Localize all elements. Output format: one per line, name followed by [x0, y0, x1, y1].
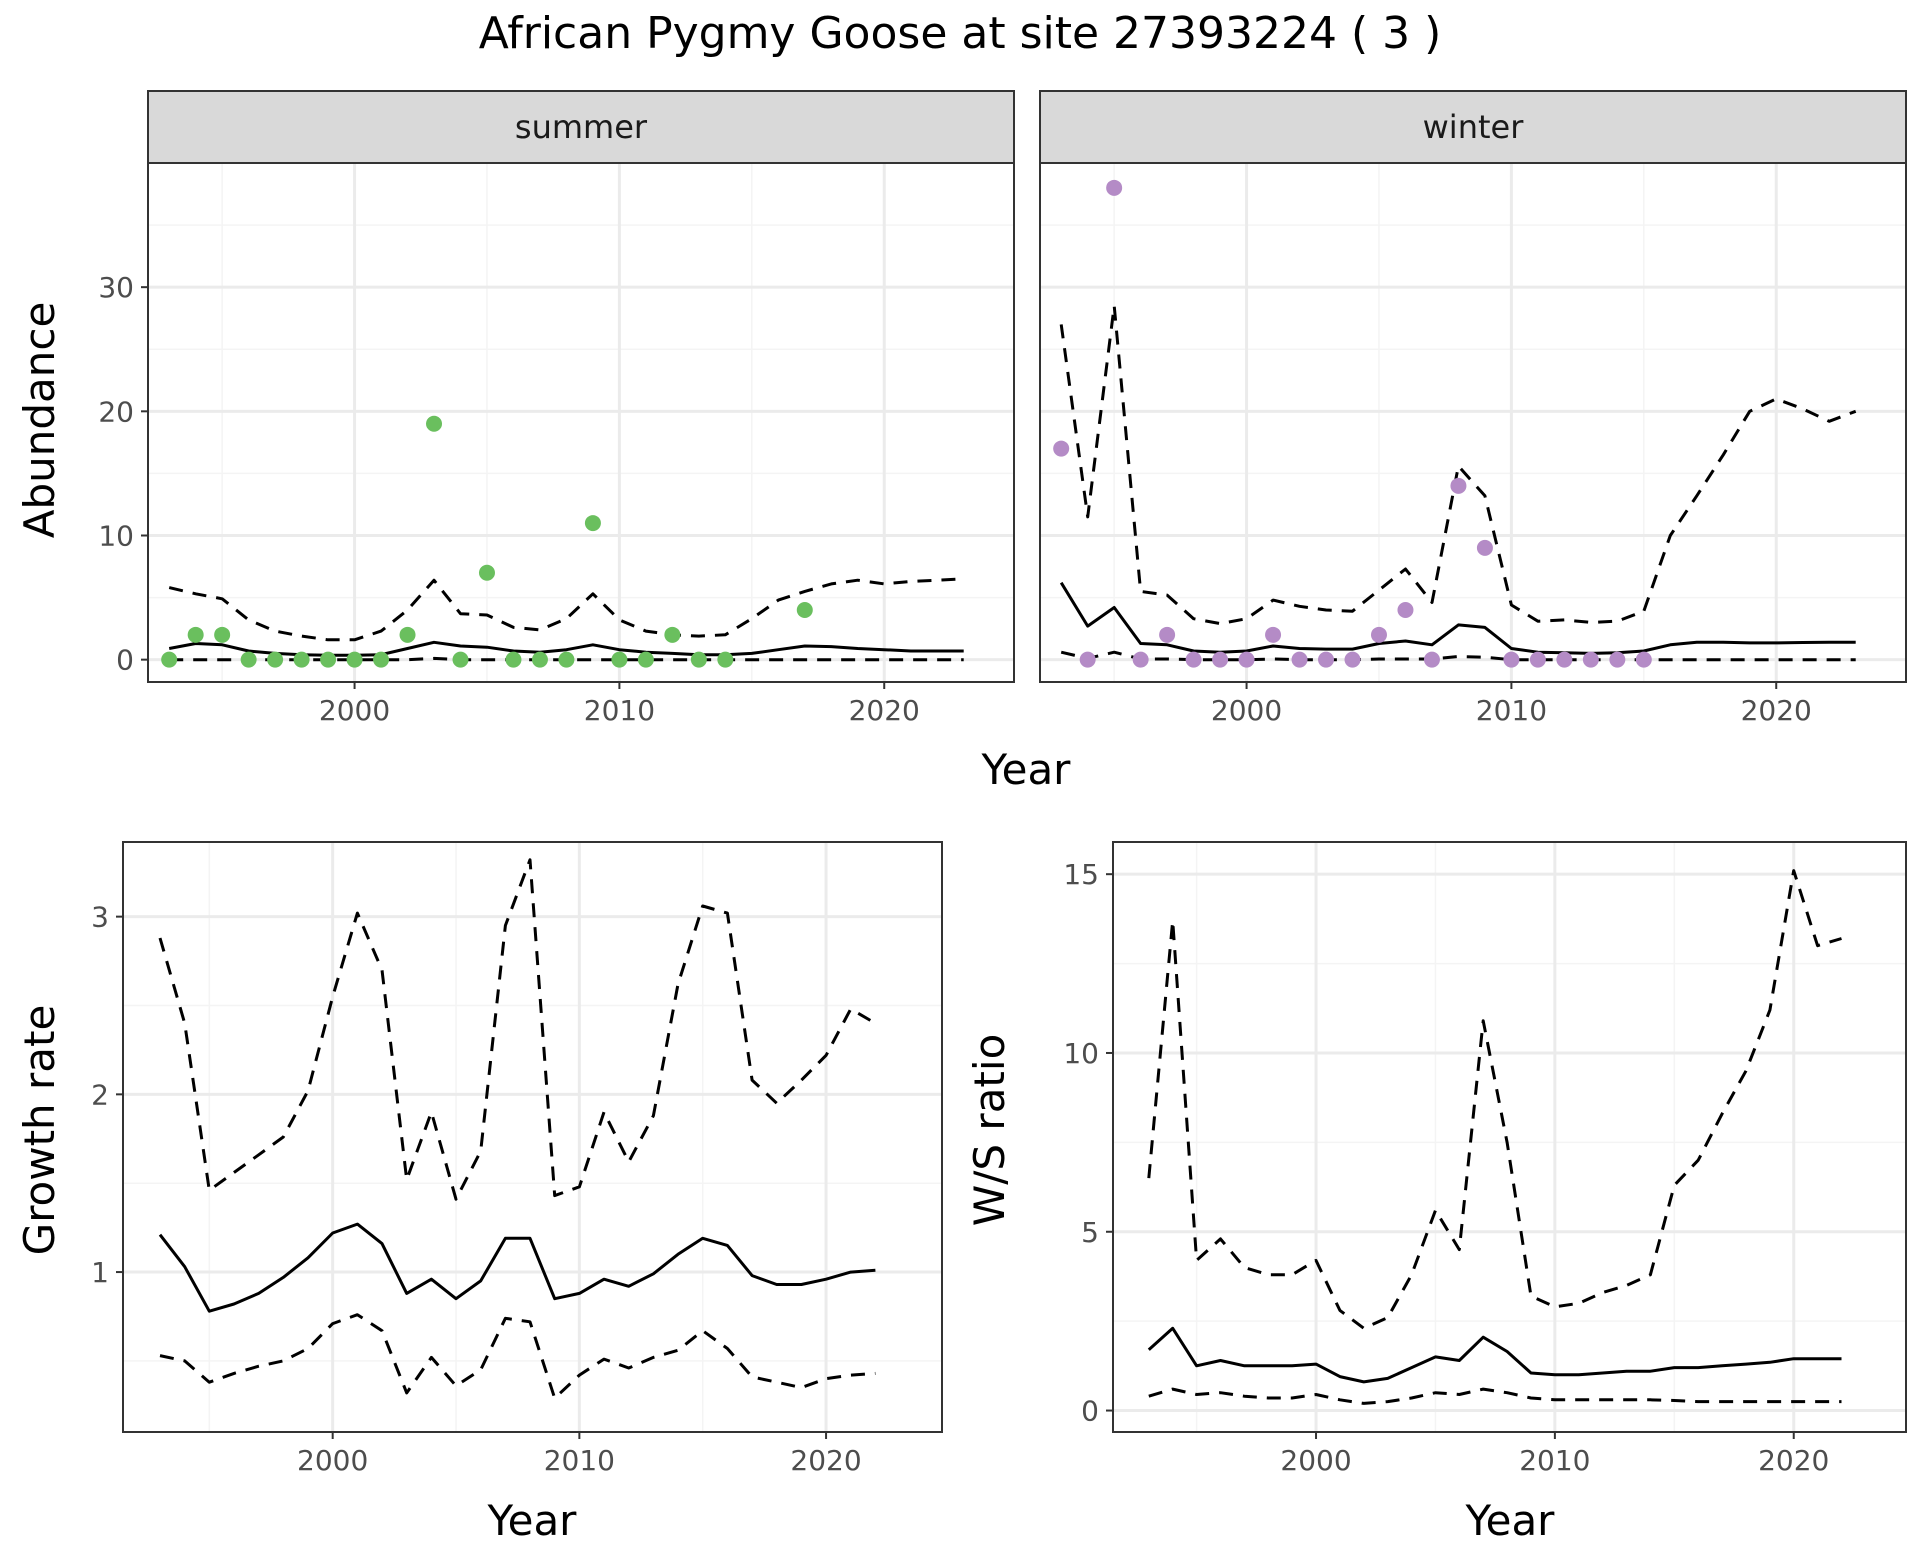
growth-rate-x-axis-title: Year: [487, 1496, 578, 1545]
winter-data-point: [1582, 651, 1599, 668]
summer-data-point: [664, 626, 681, 643]
ratio-y-tick-label: 0: [1081, 1395, 1099, 1428]
summer-y-tick-label: 20: [98, 395, 134, 428]
winter-data-point: [1079, 651, 1096, 668]
abundance-y-axis-title: Abundance: [15, 302, 64, 539]
summer-data-point: [426, 415, 443, 432]
growth-y-tick-label: 2: [91, 1078, 109, 1111]
abundance-panel-winter: 2000 2010 2020 winter: [1039, 90, 1907, 727]
summer-data-point: [346, 651, 363, 668]
winter-data-point: [1503, 651, 1520, 668]
summer-data-point: [373, 651, 390, 668]
summer-data-point: [505, 651, 522, 668]
figure-title: African Pygmy Goose at site 27393224 ( 3…: [479, 8, 1442, 59]
winter-data-point: [1609, 651, 1626, 668]
ratio-panel-border: [1112, 841, 1907, 1433]
summer-data-point: [267, 651, 284, 668]
ratio-ci-line-2: [1148, 1387, 1842, 1405]
winter-data-point: [1476, 539, 1493, 556]
summer-y-tick-label: 30: [98, 271, 134, 304]
winter-x-tick-label: 2010: [1476, 694, 1547, 727]
summer-data-point: [796, 601, 813, 618]
summer-data-point: [214, 626, 231, 643]
growth-ci-line-1: [158, 858, 877, 1201]
summer-x-tick-label: 2010: [584, 694, 655, 727]
winter-data-point: [1265, 626, 1282, 643]
ratio-y-tick-label: 5: [1081, 1216, 1099, 1249]
ws-ratio-panel: 2000 2010 2020 0 5 10 15: [1063, 841, 1907, 1477]
summer-data-point: [478, 564, 495, 581]
growth-x-tick-label: 2010: [544, 1444, 615, 1477]
summer-data-point: [293, 651, 310, 668]
growth-ci-line-2: [159, 1313, 876, 1400]
summer-x-tick-label: 2020: [849, 694, 920, 727]
summer-x-tick-label: 2000: [319, 694, 390, 727]
winter-data-point: [1556, 651, 1573, 668]
abundance-x-axis-title: Year: [981, 745, 1072, 794]
winter-strip-label: winter: [1423, 108, 1525, 146]
winter-ci-line-1: [1059, 304, 1857, 626]
winter-data-point: [1397, 601, 1414, 618]
summer-y-tick-label: 0: [116, 644, 134, 677]
summer-strip-label: summer: [515, 108, 648, 146]
winter-data-point: [1185, 651, 1202, 668]
growth-rate-panel: 2000 2010 2020 1 2 3: [91, 841, 943, 1477]
summer-data-point: [637, 651, 654, 668]
summer-y-tick-label: 10: [98, 519, 134, 552]
winter-data-point: [1238, 651, 1255, 668]
winter-data-point: [1212, 651, 1229, 668]
growth-panel-border: [122, 841, 943, 1433]
ws-ratio-y-axis-title: W/S ratio: [965, 1034, 1014, 1227]
summer-data-point: [558, 651, 575, 668]
winter-data-point: [1053, 440, 1070, 457]
winter-data-point: [1635, 651, 1652, 668]
winter-data-point: [1529, 651, 1546, 668]
ratio-x-tick-label: 2010: [1519, 1444, 1590, 1477]
summer-data-point: [161, 651, 178, 668]
summer-data-point: [611, 651, 628, 668]
summer-data-point: [240, 651, 257, 668]
ratio-y-tick-label: 15: [1063, 858, 1099, 891]
growth-x-tick-label: 2000: [297, 1444, 368, 1477]
ratio-estimate-line: [1147, 1326, 1842, 1384]
abundance-panel-summer: 2000 2010 2020 0 10 20 30 summer: [98, 90, 1015, 727]
growth-rate-y-axis-title: Growth rate: [15, 1005, 64, 1256]
ws-ratio-x-axis-title: Year: [1465, 1496, 1556, 1545]
winter-data-point: [1450, 477, 1467, 494]
winter-estimate-line: [1059, 581, 1856, 655]
summer-data-point: [717, 651, 734, 668]
winter-data-point: [1291, 651, 1308, 668]
summer-data-point: [452, 651, 469, 668]
winter-data-point: [1106, 179, 1123, 196]
winter-data-point: [1318, 651, 1335, 668]
summer-ci-line-1: [168, 577, 964, 642]
summer-data-point: [399, 626, 416, 643]
winter-strip: [1039, 90, 1907, 164]
growth-y-tick-label: 3: [91, 901, 109, 934]
growth-estimate-line: [158, 1222, 876, 1313]
ratio-x-tick-label: 2000: [1280, 1444, 1351, 1477]
winter-x-tick-label: 2020: [1741, 694, 1812, 727]
winter-data-point: [1159, 626, 1176, 643]
summer-data-point: [531, 651, 548, 668]
growth-x-tick-label: 2020: [790, 1444, 861, 1477]
winter-data-point: [1370, 626, 1387, 643]
winter-data-point: [1423, 651, 1440, 668]
growth-y-tick-label: 1: [91, 1256, 109, 1289]
summer-strip: [147, 90, 1015, 164]
summer-data-point: [584, 515, 601, 532]
summer-data-point: [320, 651, 337, 668]
winter-x-tick-label: 2000: [1211, 694, 1282, 727]
ratio-x-tick-label: 2020: [1758, 1444, 1829, 1477]
ratio-y-tick-label: 10: [1063, 1037, 1099, 1070]
winter-data-point: [1132, 651, 1149, 668]
winter-data-point: [1344, 651, 1361, 668]
summer-data-point: [187, 626, 204, 643]
summer-data-point: [690, 651, 707, 668]
